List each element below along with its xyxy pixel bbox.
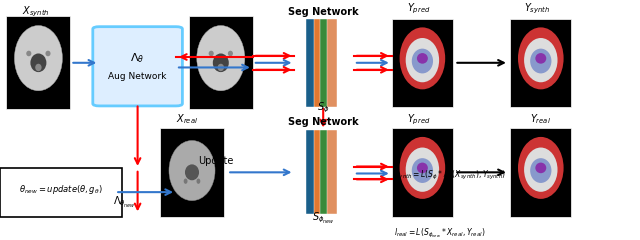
Ellipse shape [399, 137, 445, 199]
Ellipse shape [45, 51, 51, 56]
Ellipse shape [417, 53, 428, 64]
Text: $l_{synth}=L(S_\phi*A_\theta(X_{synth}),Y_{synth})$: $l_{synth}=L(S_\phi*A_\theta(X_{synth}),… [394, 169, 506, 182]
Ellipse shape [518, 137, 564, 199]
Text: $\theta_{new}=update(\theta,g_\theta)$: $\theta_{new}=update(\theta,g_\theta)$ [19, 183, 102, 196]
Text: Aug Network: Aug Network [108, 72, 167, 81]
FancyBboxPatch shape [314, 18, 326, 107]
Ellipse shape [535, 162, 547, 173]
Ellipse shape [35, 64, 42, 71]
Ellipse shape [218, 64, 224, 71]
FancyBboxPatch shape [314, 130, 326, 214]
FancyBboxPatch shape [0, 168, 122, 217]
Ellipse shape [184, 179, 188, 184]
Text: $X_{synth}$: $X_{synth}$ [22, 4, 50, 19]
Ellipse shape [399, 27, 445, 89]
Ellipse shape [197, 25, 244, 91]
Ellipse shape [524, 38, 557, 82]
FancyBboxPatch shape [307, 18, 323, 107]
Text: $Y_{pred}$: $Y_{pred}$ [408, 113, 431, 127]
Text: $\Lambda_{\theta_{new}}$: $\Lambda_{\theta_{new}}$ [113, 195, 136, 210]
FancyBboxPatch shape [392, 18, 453, 107]
FancyBboxPatch shape [326, 130, 337, 214]
Ellipse shape [14, 25, 63, 91]
FancyBboxPatch shape [160, 128, 224, 217]
Text: $S_{\phi_{new}}$: $S_{\phi_{new}}$ [312, 210, 335, 225]
Ellipse shape [406, 148, 439, 192]
Ellipse shape [26, 51, 31, 56]
Ellipse shape [518, 27, 564, 89]
FancyBboxPatch shape [320, 18, 332, 107]
Ellipse shape [209, 51, 214, 56]
FancyBboxPatch shape [326, 18, 337, 107]
Ellipse shape [228, 51, 233, 56]
Ellipse shape [530, 158, 552, 183]
Text: $Y_{synth}$: $Y_{synth}$ [524, 2, 551, 16]
Text: Seg Network: Seg Network [288, 117, 358, 127]
Text: Update: Update [198, 156, 234, 166]
FancyBboxPatch shape [511, 18, 571, 107]
Text: $l_{real}=L(S_{\phi_{new}}*X_{real},Y_{real})$: $l_{real}=L(S_{\phi_{new}}*X_{real},Y_{r… [394, 226, 485, 240]
Text: $X_{real}$: $X_{real}$ [176, 112, 198, 126]
Text: $S_\phi$: $S_\phi$ [317, 101, 330, 115]
FancyBboxPatch shape [392, 128, 453, 217]
Text: $Y_{pred}$: $Y_{pred}$ [408, 2, 431, 16]
Ellipse shape [212, 54, 229, 72]
Text: $\Lambda_\theta$: $\Lambda_\theta$ [131, 51, 145, 65]
FancyBboxPatch shape [93, 27, 182, 106]
Ellipse shape [169, 140, 215, 201]
Ellipse shape [31, 54, 46, 72]
Ellipse shape [406, 38, 439, 82]
Ellipse shape [535, 53, 547, 64]
FancyBboxPatch shape [320, 130, 332, 214]
Ellipse shape [412, 49, 433, 73]
FancyBboxPatch shape [6, 16, 70, 109]
FancyBboxPatch shape [189, 16, 253, 109]
Ellipse shape [412, 158, 433, 183]
Text: Seg Network: Seg Network [288, 6, 358, 17]
Ellipse shape [524, 148, 557, 192]
Text: $Y_{real}$: $Y_{real}$ [531, 112, 551, 126]
Ellipse shape [417, 162, 428, 173]
FancyBboxPatch shape [307, 130, 323, 214]
Ellipse shape [185, 164, 199, 180]
Ellipse shape [196, 179, 200, 184]
FancyBboxPatch shape [511, 128, 571, 217]
Ellipse shape [530, 49, 552, 73]
